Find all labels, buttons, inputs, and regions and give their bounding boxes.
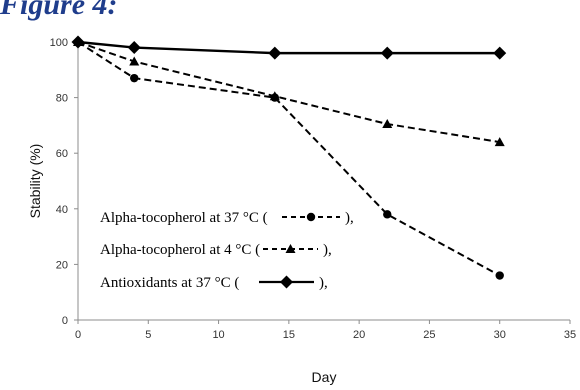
legend-label-suffix: ), bbox=[345, 210, 354, 226]
x-tick-label: 15 bbox=[283, 329, 295, 341]
legend-item-triangle: Alpha-tocopherol at 4 °C (), bbox=[100, 242, 332, 258]
y-tick-label: 60 bbox=[56, 148, 68, 160]
y-tick-label: 0 bbox=[62, 315, 68, 327]
data-point-diamond bbox=[127, 41, 141, 55]
data-point-circle bbox=[495, 271, 504, 280]
legend-label-suffix: ), bbox=[319, 275, 328, 291]
legend-marker-swatch bbox=[285, 244, 296, 253]
legend-marker-swatch bbox=[306, 212, 316, 222]
series-diamond bbox=[71, 35, 507, 60]
tick-labels: 0 5 10 15 20 25 30 35 0 20 40 60 80 100 bbox=[50, 37, 576, 341]
data-point-triangle bbox=[494, 137, 505, 147]
x-tick-label: 5 bbox=[145, 329, 151, 341]
x-tick-label: 35 bbox=[564, 329, 576, 341]
legend-marker-swatch bbox=[280, 275, 293, 289]
data-point-triangle bbox=[269, 91, 280, 101]
data-point-diamond bbox=[493, 46, 507, 60]
y-tick-label: 40 bbox=[56, 204, 68, 216]
data-point-diamond bbox=[268, 46, 282, 60]
figure-caption: Figure 4: bbox=[0, 0, 118, 21]
data-point-diamond bbox=[71, 35, 85, 49]
series-line-diamond bbox=[77, 40, 500, 55]
legend-item-circle: Alpha-tocopherol at 37 °C (), bbox=[100, 210, 354, 226]
data-point-diamond bbox=[380, 46, 394, 60]
legend-item-diamond: Antioxidants at 37 °C (), bbox=[100, 275, 328, 291]
axes bbox=[77, 40, 570, 321]
legend-label: Antioxidants at 37 °C ( bbox=[100, 275, 239, 291]
legend-label: Alpha-tocopherol at 4 °C ( bbox=[100, 242, 260, 258]
legend: Alpha-tocopherol at 37 °C (),Alpha-tocop… bbox=[100, 210, 354, 291]
data-point-triangle bbox=[129, 56, 140, 66]
data-series bbox=[71, 35, 507, 280]
y-tick-label: 80 bbox=[56, 93, 68, 105]
y-tick-label: 20 bbox=[56, 259, 68, 271]
legend-label: Alpha-tocopherol at 37 °C ( bbox=[100, 210, 268, 226]
x-tick-label: 30 bbox=[494, 329, 506, 341]
legend-label-suffix: ), bbox=[323, 242, 332, 258]
data-point-circle bbox=[130, 73, 139, 83]
series-line-triangle bbox=[77, 41, 500, 144]
x-axis-title: Day bbox=[312, 369, 337, 385]
x-tick-label: 25 bbox=[423, 329, 435, 341]
x-tick-label: 20 bbox=[353, 329, 365, 341]
data-point-circle bbox=[383, 210, 392, 219]
data-point-triangle bbox=[382, 119, 393, 129]
y-tick-label: 100 bbox=[50, 37, 68, 49]
x-tick-label: 0 bbox=[75, 329, 81, 341]
series-line-circle bbox=[77, 41, 501, 277]
y-axis-title: Stability (%) bbox=[27, 144, 43, 219]
x-tick-label: 10 bbox=[212, 329, 224, 341]
